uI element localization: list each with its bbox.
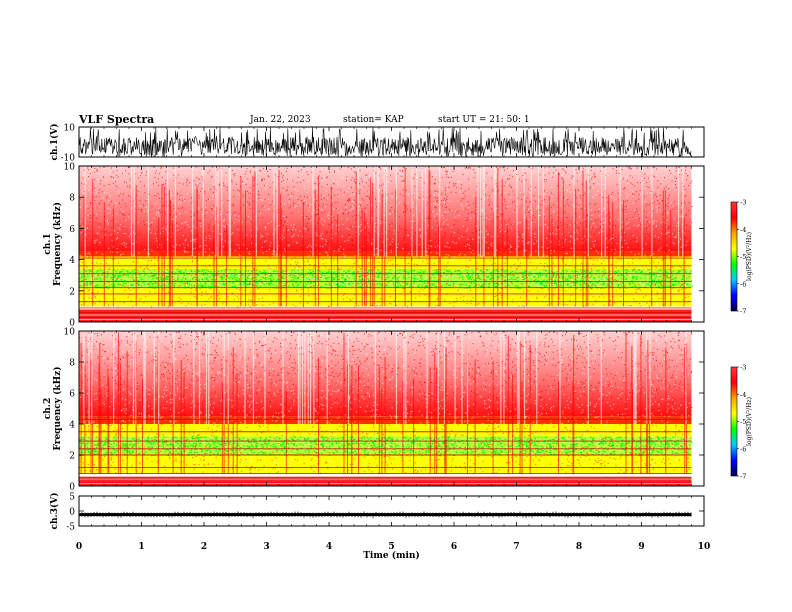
ch2-spectrogram-cb-tick-label-4: -7: [740, 473, 746, 481]
ch3-waveform-ytick-label-2: -5: [66, 523, 75, 533]
ch1-spectrogram-cb-tick-label-3: -6: [740, 280, 746, 288]
ch1-spectrogram-ytick-label-3: 6: [69, 225, 75, 235]
ch2-spectrogram-ytick-label-3: 6: [69, 390, 75, 400]
xaxis-tick-label-10: 10: [698, 542, 711, 552]
ch2-spectrogram-ytick-label-5: 10: [64, 328, 76, 338]
ch2-spectrogram-ylabel-0: ch.2: [43, 398, 53, 419]
xaxis-tick-label-7: 7: [513, 542, 519, 552]
ch2-spectrogram-cb-tick-label-2: -5: [740, 418, 746, 426]
ch1-waveform-ylabel-0: ch.1(V): [49, 124, 60, 161]
ch1-spectrogram-ytick-label-2: 4: [69, 256, 75, 266]
ch1-spectrogram-ytick-label-1: 2: [69, 287, 75, 297]
ch1-spectrogram-cb-tick-label-4: -7: [740, 308, 746, 316]
ch2-spectrogram-red-floor: [79, 476, 692, 486]
ch2-spectrogram-cb-label: log(PSD)(V²/Hz): [746, 397, 753, 446]
xaxis-tick-label-3: 3: [263, 542, 269, 552]
ch1-spectrogram-colorbar: [730, 201, 738, 312]
xaxis-tick-label-5: 5: [388, 542, 394, 552]
ch1-spectrogram-cb-label: log(PSD)(V²/Hz): [746, 232, 753, 281]
figure-date: Jan. 22, 2023: [250, 115, 311, 125]
ch1-spectrogram-cb-tick-label-2: -5: [740, 253, 746, 261]
ch1-spectrogram-ytick-label-5: 10: [64, 163, 76, 173]
ch1-spectrogram-white-streaks: [84, 166, 684, 257]
figure-title: VLF Spectra: [79, 113, 155, 126]
xaxis-tick-label-9: 9: [638, 542, 644, 552]
ch1-spectrogram-ytick-label-0: 0: [69, 319, 75, 329]
ch2-spectrogram-ytick-label-0: 0: [69, 483, 75, 493]
ch2-spectrogram-image: [79, 331, 693, 486]
figure-station: station= KAP: [343, 115, 404, 125]
ch1-waveform-ytick-label-1: -10: [61, 154, 76, 164]
ch3-waveform-ytick-label-1: 0: [69, 508, 75, 518]
ch2-spectrogram-ylabel-1: Frequency (kHz): [52, 366, 63, 450]
ch2-spectrogram-colorbar: [730, 366, 738, 477]
ch2-spectrogram-ytick-label-2: 4: [69, 421, 75, 431]
ch1-spectrogram-green-speckle: [79, 269, 693, 289]
xaxis-tick-label-4: 4: [326, 542, 332, 552]
ch1-spectrogram-cb-tick-label-1: -4: [740, 226, 746, 234]
ch1-spectrogram-ylabel-0: ch.1: [43, 233, 53, 254]
ch1-waveform-trace: [78, 127, 692, 158]
ch2-spectrogram-red-speckle: [79, 331, 693, 418]
xaxis-tick-label-0: 0: [76, 542, 82, 552]
ch1-waveform-frame: [78, 126, 705, 158]
ch3-waveform-frame: [78, 495, 705, 527]
ch2-spectrogram-green-speckle: [79, 436, 693, 457]
ch2-spectrogram-ytick-label-1: 2: [69, 452, 75, 462]
ch1-spectrogram-image: [79, 166, 693, 322]
ch1-spectrogram-ytick-label-4: 8: [69, 194, 75, 204]
ch2-spectrogram-cb-tick-label-0: -3: [740, 364, 746, 372]
ch3-waveform-ytick-label-0: 5: [69, 493, 75, 503]
ch2-spectrogram-white-streaks: [83, 331, 687, 424]
ch2-spectrogram-cb-tick-label-3: -6: [740, 445, 746, 453]
ch2-spectrogram-cb-tick-label-1: -4: [740, 391, 746, 399]
xaxis-tick-label-8: 8: [576, 542, 582, 552]
ch1-spectrogram-ylabel-1: Frequency (kHz): [52, 202, 63, 286]
figure-start-time: start UT = 21: 50: 1: [438, 115, 530, 125]
xaxis-tick-label-1: 1: [138, 542, 144, 552]
ch3-waveform-ylabel-0: ch.3(V): [49, 493, 60, 530]
xaxis-tick-label-6: 6: [451, 542, 457, 552]
ch1-spectrogram-red-floor: [79, 309, 692, 322]
xaxis-label: Time (min): [363, 550, 420, 561]
ch1-spectrogram-cb-tick-label-0: -3: [740, 199, 746, 207]
ch1-waveform-ytick-label-0: 10: [64, 124, 76, 134]
xaxis-tick-label-2: 2: [201, 542, 207, 552]
ch2-spectrogram-ytick-label-4: 8: [69, 359, 75, 369]
